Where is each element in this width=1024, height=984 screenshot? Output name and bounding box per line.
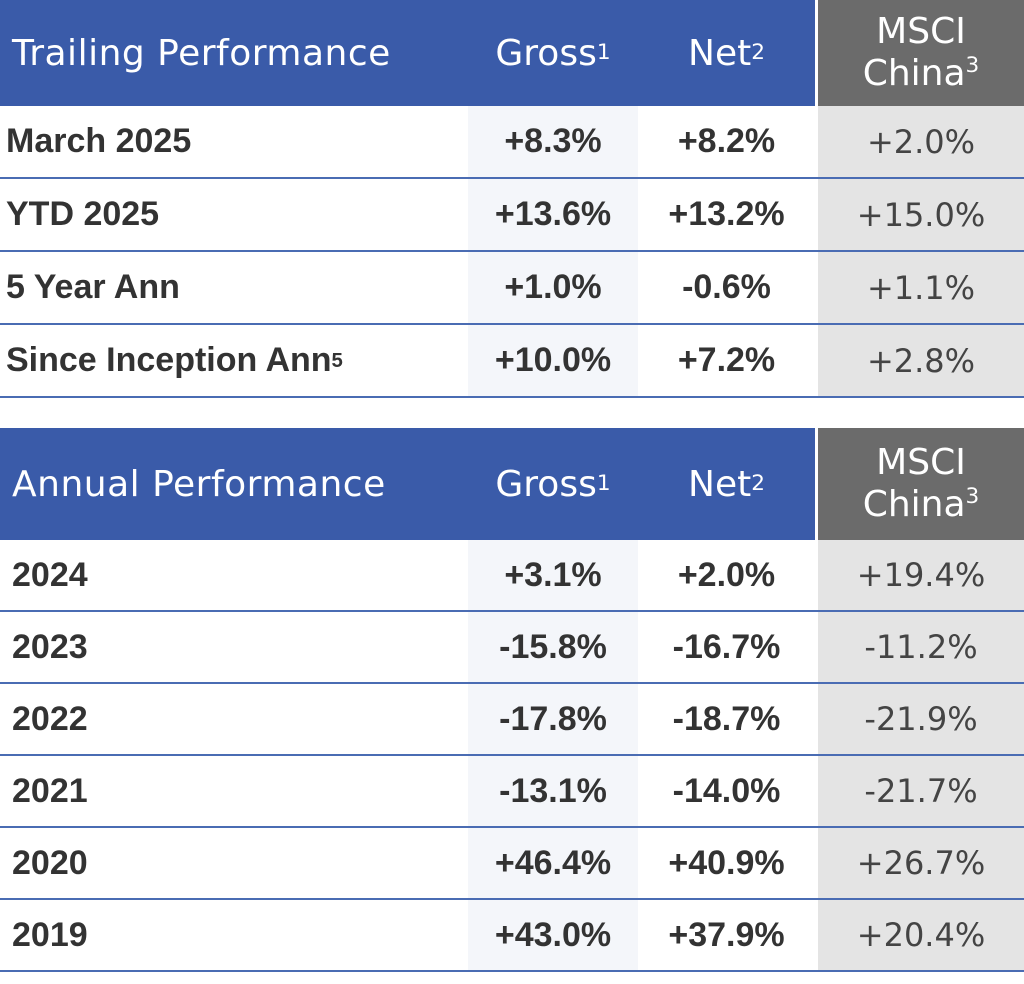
row-label: 2024 <box>0 540 468 610</box>
trailing-header-row: Trailing Performance Gross 1 Net 2 MSCI Ch… <box>0 0 1024 106</box>
trailing-msci-header: MSCI China3 <box>815 0 1024 106</box>
annual-header-row: Annual Performance Gross 1 Net 2 MSCI Chin… <box>0 428 1024 540</box>
table-row: 2023 -15.8% -16.7% -11.2% <box>0 612 1024 684</box>
net-value: +37.9% <box>638 900 815 970</box>
msci-label-line1: MSCI <box>876 442 966 483</box>
net-label: Net <box>688 463 752 505</box>
gross-value: +1.0% <box>468 252 638 323</box>
gross-value: -15.8% <box>468 612 638 682</box>
msci-value: -11.2% <box>815 612 1024 682</box>
trailing-net-header: Net 2 <box>638 0 815 106</box>
row-label: YTD 2025 <box>0 179 468 250</box>
msci-value: +1.1% <box>815 252 1024 323</box>
row-label: March 2025 <box>0 106 468 177</box>
row-label: Since Inception Ann 5 <box>0 325 468 396</box>
net-value: -18.7% <box>638 684 815 754</box>
msci-value: +19.4% <box>815 540 1024 610</box>
trailing-title: Trailing Performance <box>0 0 468 106</box>
net-label: Net <box>688 32 752 74</box>
table-row: March 2025 +8.3% +8.2% +2.0% <box>0 106 1024 179</box>
msci-value: -21.7% <box>815 756 1024 826</box>
net-value: +8.2% <box>638 106 815 177</box>
msci-footnote: 3 <box>965 484 980 509</box>
msci-label-line1: MSCI <box>876 11 966 52</box>
msci-footnote: 3 <box>965 53 980 78</box>
row-label: 2022 <box>0 684 468 754</box>
annual-title: Annual Performance <box>0 428 468 540</box>
trailing-performance-table: Trailing Performance Gross 1 Net 2 MSCI Ch… <box>0 0 1024 398</box>
annual-msci-header: MSCI China3 <box>815 428 1024 540</box>
net-value: +13.2% <box>638 179 815 250</box>
net-value: +40.9% <box>638 828 815 898</box>
msci-value: +26.7% <box>815 828 1024 898</box>
gross-label: Gross <box>495 32 597 74</box>
gross-value: -13.1% <box>468 756 638 826</box>
msci-value: +2.8% <box>815 325 1024 396</box>
annual-gross-header: Gross 1 <box>468 428 638 540</box>
annual-net-header: Net 2 <box>638 428 815 540</box>
table-row: 2022 -17.8% -18.7% -21.9% <box>0 684 1024 756</box>
gross-value: -17.8% <box>468 684 638 754</box>
table-row: 2020 +46.4% +40.9% +26.7% <box>0 828 1024 900</box>
net-value: +7.2% <box>638 325 815 396</box>
msci-value: +2.0% <box>815 106 1024 177</box>
msci-label-line2: China <box>862 484 966 525</box>
row-label: 5 Year Ann <box>0 252 468 323</box>
gross-label: Gross <box>495 463 597 505</box>
table-row: 2021 -13.1% -14.0% -21.7% <box>0 756 1024 828</box>
row-label: 2021 <box>0 756 468 826</box>
row-label: 2020 <box>0 828 468 898</box>
annual-performance-table: Annual Performance Gross 1 Net 2 MSCI Chin… <box>0 428 1024 972</box>
table-row: 2024 +3.1% +2.0% +19.4% <box>0 540 1024 612</box>
table-row: 2019 +43.0% +37.9% +20.4% <box>0 900 1024 972</box>
net-value: -16.7% <box>638 612 815 682</box>
trailing-gross-header: Gross 1 <box>468 0 638 106</box>
msci-value: +20.4% <box>815 900 1024 970</box>
net-value: -0.6% <box>638 252 815 323</box>
row-label-text: Since Inception Ann <box>6 341 332 379</box>
msci-value: +15.0% <box>815 179 1024 250</box>
gross-value: +3.1% <box>468 540 638 610</box>
row-label: 2019 <box>0 900 468 970</box>
gross-value: +13.6% <box>468 179 638 250</box>
table-row: YTD 2025 +13.6% +13.2% +15.0% <box>0 179 1024 252</box>
net-value: +2.0% <box>638 540 815 610</box>
gross-value: +43.0% <box>468 900 638 970</box>
gross-value: +46.4% <box>468 828 638 898</box>
table-row: 5 Year Ann +1.0% -0.6% +1.1% <box>0 252 1024 325</box>
net-value: -14.0% <box>638 756 815 826</box>
row-label: 2023 <box>0 612 468 682</box>
gross-value: +8.3% <box>468 106 638 177</box>
table-row: Since Inception Ann 5 +10.0% +7.2% +2.8% <box>0 325 1024 398</box>
msci-value: -21.9% <box>815 684 1024 754</box>
msci-label-line2: China <box>862 53 966 94</box>
gross-value: +10.0% <box>468 325 638 396</box>
